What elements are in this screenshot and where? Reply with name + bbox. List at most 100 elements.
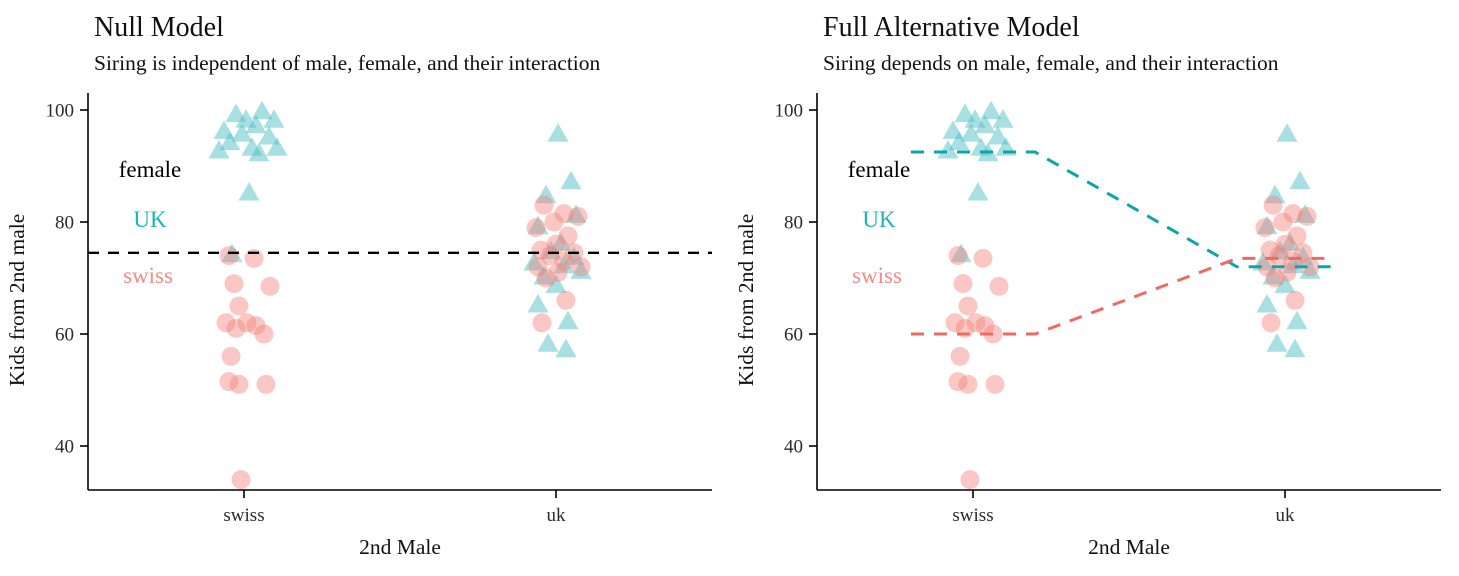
data-point-circle	[231, 470, 251, 490]
data-point-circle	[532, 313, 552, 333]
data-point-triangle	[555, 338, 577, 358]
data-point-circle	[1287, 226, 1307, 246]
data-point-triangle	[964, 109, 986, 128]
data-point-circle	[975, 316, 995, 336]
data-point-circle	[1283, 204, 1303, 224]
data-point-triangle	[1289, 170, 1311, 190]
x-tick-label: uk	[547, 505, 567, 526]
data-point-circle	[1275, 234, 1295, 254]
y-tick-label: 40	[784, 437, 803, 458]
y-tick-label: 100	[775, 101, 804, 122]
data-point-circle	[1269, 246, 1289, 266]
data-point-circle	[526, 218, 546, 238]
y-tick-label: 80	[55, 213, 74, 234]
annotation-UK: UK	[862, 207, 896, 232]
data-point-triangle	[954, 103, 976, 123]
data-point-triangle	[547, 123, 569, 142]
data-point-circle	[546, 234, 566, 254]
data-point-triangle	[1264, 184, 1286, 204]
data-point-triangle	[1276, 123, 1298, 142]
data-point-triangle	[535, 184, 557, 204]
panel-title-alternative: Full Alternative Model	[823, 12, 1080, 43]
data-point-triangle	[266, 137, 288, 156]
data-point-triangle	[245, 114, 267, 134]
data-point-circle	[229, 374, 249, 394]
data-point-triangle	[987, 126, 1009, 145]
data-point-triangle	[974, 114, 996, 134]
y-tick-label: 60	[55, 325, 74, 346]
y-tick-label: 80	[784, 213, 803, 234]
data-point-triangle	[557, 310, 579, 330]
data-point-circle	[256, 374, 276, 394]
data-point-triangle	[208, 140, 230, 159]
data-point-triangle	[1286, 310, 1308, 330]
data-point-circle	[554, 204, 574, 224]
data-point-circle	[556, 290, 576, 310]
data-point-circle	[950, 346, 970, 366]
data-point-triangle	[263, 109, 285, 128]
y-axis-title: Kids from 2nd male	[734, 214, 758, 387]
data-point-triangle	[1256, 294, 1278, 313]
data-point-circle	[221, 346, 241, 366]
data-point-triangle	[1294, 204, 1316, 223]
data-point-circle	[229, 296, 249, 316]
data-point-triangle	[540, 240, 562, 260]
data-point-triangle	[553, 254, 575, 274]
y-tick-label: 40	[55, 437, 74, 458]
data-point-triangle	[545, 274, 567, 293]
data-point-triangle	[563, 246, 585, 265]
data-point-circle	[224, 274, 244, 294]
data-point-triangle	[258, 126, 280, 145]
data-point-circle	[1273, 212, 1293, 232]
full-alternative-model-plot: 40 60 80 100 swiss uk 2nd Male Kids from 2nd ma…	[734, 93, 1441, 559]
data-point-circle	[226, 318, 246, 338]
y-axis-title: Kids from 2nd male	[5, 214, 29, 387]
data-point-circle	[953, 274, 973, 294]
data-point-circle	[571, 257, 591, 277]
annotation-swiss: swiss	[852, 263, 902, 288]
data-point-circle	[534, 195, 554, 215]
data-point-triangle	[537, 333, 559, 352]
data-point-circle	[548, 262, 568, 282]
annotation-UK: UK	[133, 207, 167, 232]
y-tick-label: 60	[784, 325, 803, 346]
data-point-triangle	[533, 266, 555, 285]
data-point-circle	[216, 313, 236, 333]
data-point-circle	[966, 313, 986, 333]
data-point-circle	[958, 374, 978, 394]
x-axis-title: 2nd Male	[359, 535, 441, 559]
data-point-triangle	[1292, 246, 1314, 265]
data-point-circle	[568, 206, 588, 226]
data-point-circle	[1260, 240, 1280, 260]
data-point-triangle	[565, 204, 587, 223]
data-point-circle	[1300, 257, 1320, 277]
data-point-triangle	[238, 182, 260, 201]
data-point-triangle	[1256, 215, 1278, 235]
data-point-triangle	[523, 252, 545, 271]
annotation-female: female	[119, 157, 182, 182]
x-tick-label: swiss	[952, 505, 993, 526]
data-point-circle	[544, 212, 564, 232]
data-point-triangle	[992, 109, 1014, 128]
data-point-circle	[960, 470, 980, 490]
data-point-triangle	[1284, 338, 1306, 358]
data-point-circle	[1257, 257, 1277, 277]
annotation-female: female	[848, 157, 911, 182]
x-tick-label: swiss	[223, 505, 264, 526]
data-point-triangle	[231, 123, 253, 142]
data-point-circle	[254, 324, 274, 344]
data-point-circle	[989, 276, 1009, 296]
data-point-circle	[973, 248, 993, 268]
panel-subtitle-alternative: Siring depends on male, female, and thei…	[823, 51, 1279, 76]
data-point-circle	[1297, 206, 1317, 226]
data-point-triangle	[960, 123, 982, 142]
data-point-circle	[554, 251, 574, 271]
data-point-circle	[958, 296, 978, 316]
data-point-triangle	[1266, 333, 1288, 352]
panel-null-model: Null Model Siring is independent of male…	[0, 0, 729, 576]
x-tick-label: uk	[1276, 505, 1296, 526]
data-point-triangle	[527, 294, 549, 313]
panel-title-null: Null Model	[94, 12, 224, 43]
data-point-circle	[1261, 313, 1281, 333]
